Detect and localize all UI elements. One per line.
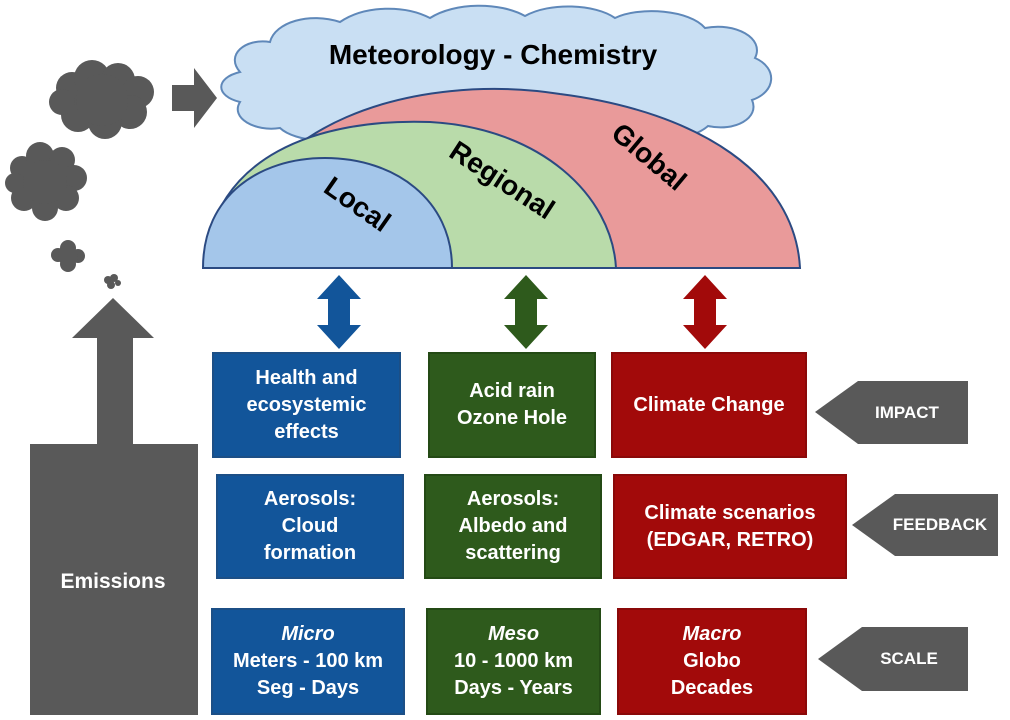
box-line: formation — [263, 542, 357, 564]
right-arrow-icon — [172, 68, 217, 128]
box-line: Albedo and — [458, 515, 568, 537]
smoke-puff-large — [49, 60, 154, 139]
up-arrow-icon — [72, 298, 154, 444]
smoke-cloud-icon — [5, 60, 154, 289]
box-line: Days - Years — [454, 677, 573, 699]
regional-feedback-box: Aerosols: Albedo and scattering — [424, 474, 602, 579]
box-line: Globo — [683, 650, 741, 672]
box-line-scale-name: Macro — [682, 623, 742, 645]
local-double-arrow — [317, 275, 361, 349]
box-line: 10 - 1000 km — [454, 650, 573, 672]
box-line: Climate Change — [633, 393, 785, 416]
emissions-label: Emissions — [60, 570, 165, 593]
emissions-block — [30, 444, 198, 715]
feedback-tag: FEEDBACK — [892, 515, 988, 534]
row-tags — [815, 381, 998, 691]
feedback-tag-shape — [852, 494, 998, 556]
box-line: effects — [274, 420, 339, 443]
local-dome — [201, 156, 454, 269]
box-line: Aerosols: — [466, 488, 560, 510]
regional-scale-box: Meso 10 - 1000 km Days - Years — [426, 608, 601, 715]
box-line: ecosystemic — [246, 393, 367, 416]
scale-domes: Local Regional Global — [201, 87, 802, 269]
local-feedback-box: Aerosols: Cloud formation — [216, 474, 404, 579]
box-line: Aerosols: — [263, 488, 357, 510]
box-line: Meters - 100 km — [232, 650, 384, 672]
regional-impact-box: Acid rain Ozone Hole — [428, 352, 596, 458]
scale-tag-shape — [818, 627, 968, 691]
local-scale-box: Micro Meters - 100 km Seg - Days — [211, 608, 405, 715]
smoke-puff-small — [51, 240, 85, 272]
global-impact-box: Climate Change — [611, 352, 807, 458]
box-line: Health and — [255, 366, 358, 389]
global-double-arrow — [683, 275, 727, 349]
smoke-puff-tiny — [104, 274, 121, 289]
box-line: scattering — [465, 542, 561, 564]
diagram-title: Meteorology - Chemistry — [329, 39, 658, 70]
box-line: Cloud — [281, 515, 339, 537]
box-line: Seg - Days — [256, 677, 360, 699]
box-line: (EDGAR, RETRO) — [646, 528, 814, 551]
global-scale-box: Macro Globo Decades — [617, 608, 807, 715]
box-line-scale-name: Micro — [281, 623, 335, 645]
regional-double-arrow — [504, 275, 548, 349]
box-line: Decades — [670, 677, 754, 699]
smoke-puff-medium — [5, 142, 87, 221]
box-line-scale-name: Meso — [487, 623, 540, 645]
box-line: Ozone Hole — [456, 407, 567, 429]
impact-tag-shape — [815, 381, 968, 444]
box-line: Climate scenarios — [644, 501, 816, 524]
box-line: Acid rain — [469, 380, 555, 402]
global-feedback-box: Climate scenarios (EDGAR, RETRO) — [613, 474, 847, 579]
scale-tag: SCALE — [880, 649, 938, 668]
double-arrow-icon — [317, 275, 727, 349]
local-impact-box: Health and ecosystemic effects — [212, 352, 401, 458]
impact-tag: IMPACT — [875, 402, 939, 422]
